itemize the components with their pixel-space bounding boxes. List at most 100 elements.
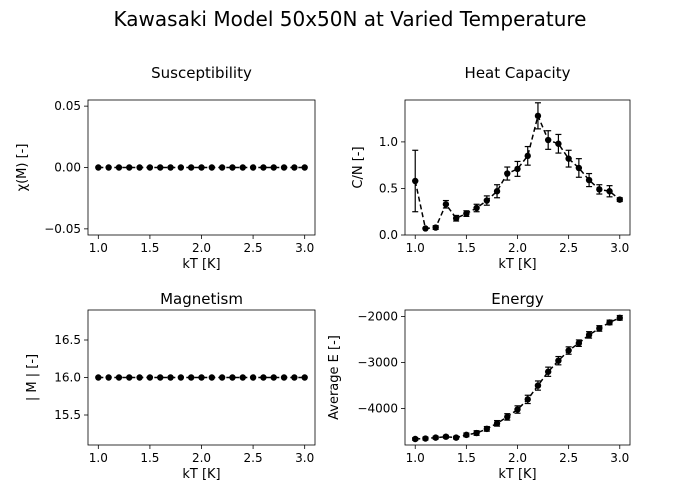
y-tick-label: 0.05 — [54, 99, 81, 113]
x-tick-label: 1.5 — [140, 451, 159, 465]
data-point — [105, 164, 112, 171]
axes-frame — [404, 309, 631, 446]
data-point — [524, 152, 531, 160]
data-point — [575, 339, 583, 347]
data-point — [616, 196, 623, 203]
data-point — [95, 164, 102, 171]
y-tick-label: 0.00 — [54, 161, 81, 175]
subplot-energy: Energy 1.0 1.5 2.0 2.5 3.0 −4000 −3000 −2000 kT [… — [327, 290, 631, 482]
data-point — [218, 374, 226, 381]
x-tick-label: 1.0 — [406, 241, 425, 255]
subplot-title: Heat Capacity — [465, 64, 571, 82]
data-point — [218, 164, 226, 171]
data-point — [260, 164, 267, 171]
data-point — [249, 374, 257, 381]
x-tick-label: 3.0 — [610, 451, 629, 465]
data-point — [596, 186, 603, 193]
data-point — [167, 374, 174, 381]
data-point — [493, 188, 501, 195]
data-point — [301, 164, 308, 171]
data-point — [280, 164, 288, 171]
data-point — [239, 164, 246, 171]
x-tick-label: 2.0 — [192, 241, 211, 255]
data-point — [412, 435, 419, 443]
y-tick-label: 15.5 — [54, 408, 81, 422]
data-point — [177, 374, 185, 381]
y-axis-label: | M | [-] — [25, 354, 40, 401]
data-point — [95, 374, 102, 381]
data-point — [483, 425, 491, 433]
x-axis-label: kT [K] — [498, 257, 536, 272]
data-point — [270, 374, 277, 381]
data-point — [473, 204, 480, 212]
data-point — [280, 374, 288, 381]
data-point — [463, 210, 470, 217]
data-point — [136, 374, 143, 381]
data-point — [565, 347, 572, 354]
data-point — [422, 225, 429, 232]
x-tick-label: 2.0 — [192, 451, 211, 465]
x-tick-label: 1.5 — [457, 241, 476, 255]
x-axis-label: kT [K] — [498, 467, 536, 482]
subplot-magnetism: Magnetism 1.0 1.5 2.0 2.5 3.0 15.5 16.0 16.5 kT [… — [25, 290, 316, 482]
data-point — [555, 140, 562, 147]
data-point — [198, 164, 205, 171]
data-point — [126, 374, 133, 381]
x-tick-label: 2.0 — [508, 451, 527, 465]
data-point — [442, 433, 450, 440]
subplot-title: Magnetism — [160, 290, 243, 308]
y-tick-label: 0.5 — [379, 181, 398, 195]
data-point — [146, 164, 154, 171]
y-tick-label: 16.5 — [54, 333, 81, 347]
x-tick-label: 1.0 — [89, 241, 108, 255]
y-axis-label: χ(M) [-] — [15, 144, 30, 192]
subplot-title: Susceptibility — [151, 64, 252, 82]
data-point — [585, 331, 593, 339]
data-point — [606, 188, 613, 195]
data-point — [493, 420, 501, 427]
data-point — [544, 368, 552, 375]
data-point — [596, 325, 603, 332]
x-axis-label: kT [K] — [182, 467, 220, 482]
y-tick-label: −4000 — [357, 402, 398, 416]
data-point — [606, 319, 613, 326]
data-point — [463, 431, 470, 439]
data-point — [229, 374, 236, 381]
axes-frame — [87, 99, 316, 236]
data-point — [167, 164, 174, 171]
data-point — [115, 374, 123, 381]
x-axis-label: kT [K] — [182, 257, 220, 272]
data-point — [291, 374, 298, 381]
figure-title: Kawasaki Model 50x50N at Varied Temperat… — [114, 7, 587, 31]
data-point — [452, 215, 460, 222]
y-tick-label: −0.05 — [44, 222, 81, 236]
y-axis-label: C/N [-] — [351, 146, 366, 188]
data-point — [291, 164, 298, 171]
data-point — [239, 374, 246, 381]
data-point — [249, 164, 257, 171]
data-point — [616, 314, 623, 322]
data-point — [105, 374, 112, 381]
data-point — [585, 176, 593, 184]
y-axis-label: Average E [-] — [327, 335, 342, 420]
x-tick-label: 2.5 — [559, 241, 578, 255]
data-point — [136, 164, 143, 171]
axes-frame — [404, 99, 631, 236]
data-point — [575, 164, 583, 172]
data-point — [270, 164, 277, 171]
data-point — [514, 406, 521, 413]
data-point — [412, 177, 419, 185]
data-point — [473, 429, 480, 437]
data-point — [187, 374, 195, 381]
x-tick-label: 2.5 — [244, 451, 263, 465]
x-tick-label: 3.0 — [295, 451, 314, 465]
data-point — [301, 374, 308, 381]
data-point — [452, 434, 460, 441]
data-point — [483, 197, 491, 204]
data-point — [432, 434, 439, 441]
data-point — [534, 382, 542, 389]
y-tick-label: 0.0 — [379, 228, 398, 242]
subplot-title: Energy — [491, 290, 544, 308]
data-point — [524, 396, 531, 403]
